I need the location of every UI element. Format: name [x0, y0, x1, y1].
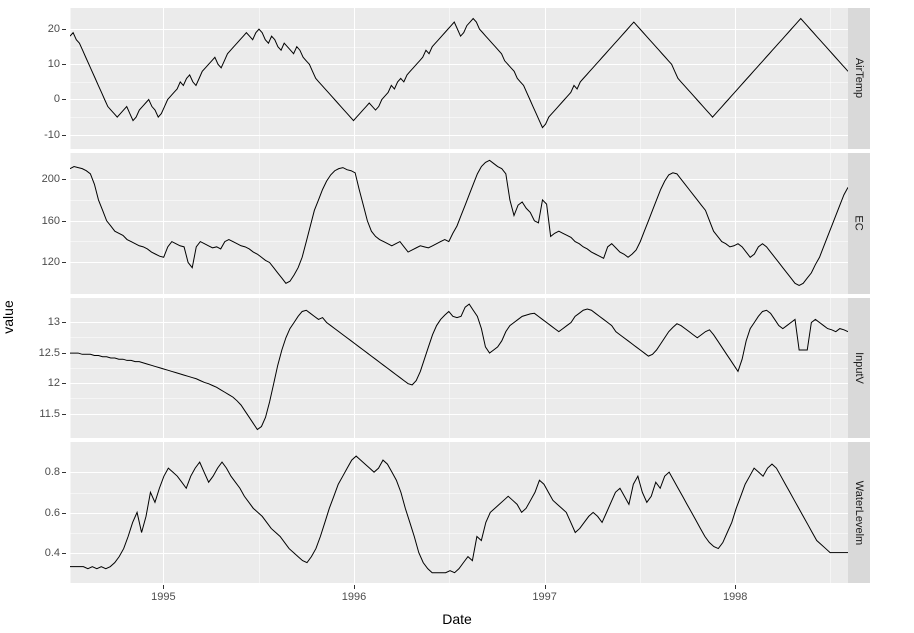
- y-tick-label: 0: [54, 93, 60, 105]
- panel-row: 0.40.60.8WaterLevelm: [70, 442, 870, 583]
- facet-chart: value -1001020AirTemp120160200EC11.51212…: [0, 0, 914, 633]
- series-line: [70, 8, 848, 149]
- y-tick-label: 120: [42, 256, 60, 268]
- y-tick-mark: [62, 179, 66, 180]
- y-tick-mark: [62, 221, 66, 222]
- facet-strip: AirTemp: [848, 8, 870, 149]
- y-tick-mark: [62, 414, 66, 415]
- y-tick-label: 0.4: [45, 547, 60, 559]
- y-tick-mark: [62, 513, 66, 514]
- panel-row: 120160200EC: [70, 153, 870, 294]
- plot-area: [70, 442, 848, 583]
- facet-strip-label: InputV: [853, 352, 865, 384]
- x-tick-label: 1996: [342, 591, 366, 603]
- y-axis-ticks: 120 160 200: [20, 153, 66, 294]
- x-tick-mark: [545, 585, 546, 589]
- series-line: [70, 153, 848, 294]
- panels-container: -1001020AirTemp120160200EC11.51212.513In…: [70, 8, 870, 583]
- y-tick-label: 200: [42, 173, 60, 185]
- y-tick-mark: [62, 353, 66, 354]
- facet-strip: EC: [848, 153, 870, 294]
- y-tick-mark: [62, 29, 66, 30]
- facet-strip-label: AirTemp: [853, 58, 865, 98]
- y-tick-mark: [62, 99, 66, 100]
- y-axis-ticks: 0.4 0.6 0.8: [20, 442, 66, 583]
- y-axis-ticks: 11.5 12 12.5 13: [20, 298, 66, 439]
- y-tick-mark: [62, 383, 66, 384]
- y-tick-mark: [62, 262, 66, 263]
- facet-strip-label: WaterLevelm: [853, 480, 865, 544]
- x-tick-label: 1997: [532, 591, 556, 603]
- y-tick-label: 13: [48, 316, 60, 328]
- plot-area: [70, 298, 848, 439]
- y-tick-mark: [62, 553, 66, 554]
- plot-area: [70, 8, 848, 149]
- y-tick-label: -10: [44, 129, 60, 141]
- y-tick-mark: [62, 472, 66, 473]
- panel-row: 11.51212.513InputV: [70, 298, 870, 439]
- y-axis-ticks: -10 0 10 20: [20, 8, 66, 149]
- y-tick-label: 0.6: [45, 507, 60, 519]
- y-tick-label: 20: [48, 23, 60, 35]
- x-tick-mark: [163, 585, 164, 589]
- y-tick-label: 12: [48, 377, 60, 389]
- x-axis-title: Date: [442, 611, 472, 627]
- y-tick-mark: [62, 135, 66, 136]
- facet-strip: InputV: [848, 298, 870, 439]
- y-tick-mark: [62, 322, 66, 323]
- y-tick-label: 11.5: [39, 408, 60, 420]
- plot-area: [70, 153, 848, 294]
- x-tick-label: 1995: [151, 591, 175, 603]
- x-tick-label: 1998: [723, 591, 747, 603]
- series-line: [70, 298, 848, 439]
- x-axis-ticks: 1995 1996 1997 1998: [70, 585, 870, 605]
- y-tick-label: 160: [42, 215, 60, 227]
- x-tick-mark: [735, 585, 736, 589]
- y-tick-label: 10: [48, 58, 60, 70]
- y-axis-title: value: [0, 300, 16, 333]
- facet-strip: WaterLevelm: [848, 442, 870, 583]
- y-tick-label: 0.8: [45, 466, 60, 478]
- facet-strip-label: EC: [853, 215, 865, 230]
- x-tick-mark: [354, 585, 355, 589]
- panel-row: -1001020AirTemp: [70, 8, 870, 149]
- y-tick-label: 12.5: [39, 347, 60, 359]
- y-tick-mark: [62, 64, 66, 65]
- series-line: [70, 442, 848, 583]
